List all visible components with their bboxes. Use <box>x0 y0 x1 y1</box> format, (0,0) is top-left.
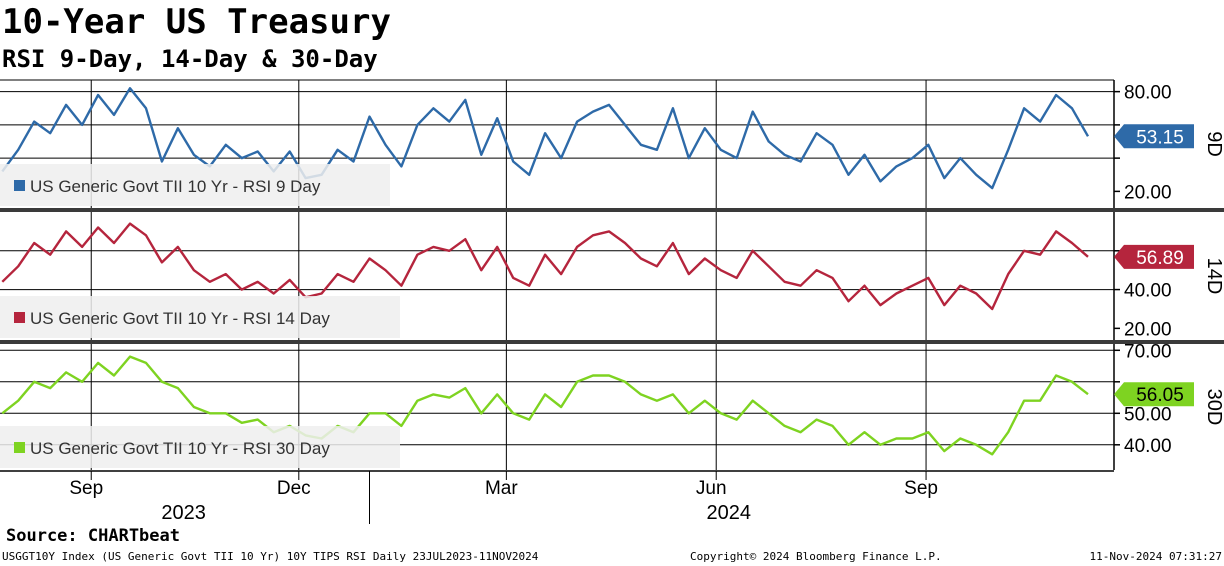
last-value-badge <box>1114 124 1194 149</box>
legend-swatch <box>14 312 25 323</box>
month-label: Mar <box>485 478 518 499</box>
panel-separator <box>0 208 1224 212</box>
ticker-description: USGGT10Y Index (US Generic Govt TII 10 Y… <box>2 550 539 563</box>
page-title: 10-Year US Treasury <box>2 2 391 42</box>
tick-label: 20.00 <box>1124 319 1172 340</box>
panel-label: 9D <box>1203 131 1224 157</box>
month-label: Dec <box>277 478 311 499</box>
last-value-label: 56.05 <box>1136 385 1184 406</box>
tick-label: 40.00 <box>1124 281 1172 302</box>
panel-separator <box>0 340 1224 344</box>
last-value-label: 56.89 <box>1136 248 1184 269</box>
copyright-note: Copyright© 2024 Bloomberg Finance L.P. <box>690 550 942 563</box>
month-label: Sep <box>69 478 103 499</box>
year-label: 2024 <box>707 502 752 524</box>
tick-label: 70.00 <box>1124 341 1172 362</box>
panel-label: 30D <box>1203 389 1224 426</box>
panel-9D: US Generic Govt TII 10 Yr - RSI 9 Day 20.… <box>0 80 1224 208</box>
legend-label: US Generic Govt TII 10 Yr - RSI 30 Day <box>30 439 330 458</box>
tick-label: 40.00 <box>1124 436 1172 457</box>
tick-label: 50.00 <box>1124 404 1172 425</box>
panel-label: 14D <box>1203 258 1224 295</box>
series-line-30D <box>1 355 1089 456</box>
timestamp: 11-Nov-2024 07:31:27 <box>1089 550 1222 563</box>
month-label: Jun <box>696 478 727 499</box>
panel-14D: US Generic Govt TII 10 Yr - RSI 14 Day 20… <box>0 212 1224 340</box>
last-value-badge <box>1114 382 1194 407</box>
legend-box <box>0 164 390 206</box>
page-subtitle: RSI 9-Day, 14-Day & 30-Day <box>2 45 378 73</box>
panel-30D: US Generic Govt TII 10 Yr - RSI 30 Day 40… <box>0 341 1224 470</box>
legend-swatch <box>14 180 25 191</box>
legend-swatch <box>14 442 25 453</box>
source-note: Source: CHARTbeat <box>6 526 180 546</box>
series-line-9D <box>1 87 1090 190</box>
tick-label: 20.00 <box>1124 182 1172 203</box>
year-label: 2023 <box>161 502 206 524</box>
last-value-badge <box>1114 244 1194 269</box>
legend-label: US Generic Govt TII 10 Yr - RSI 9 Day <box>30 177 321 196</box>
legend-box <box>0 296 400 338</box>
tick-label: 80.00 <box>1124 83 1172 104</box>
legend-label: US Generic Govt TII 10 Yr - RSI 14 Day <box>30 309 330 328</box>
series-line-14D <box>1 222 1089 311</box>
legend-box <box>0 426 400 468</box>
month-label: Sep <box>904 478 938 499</box>
last-value-label: 53.15 <box>1136 127 1184 148</box>
